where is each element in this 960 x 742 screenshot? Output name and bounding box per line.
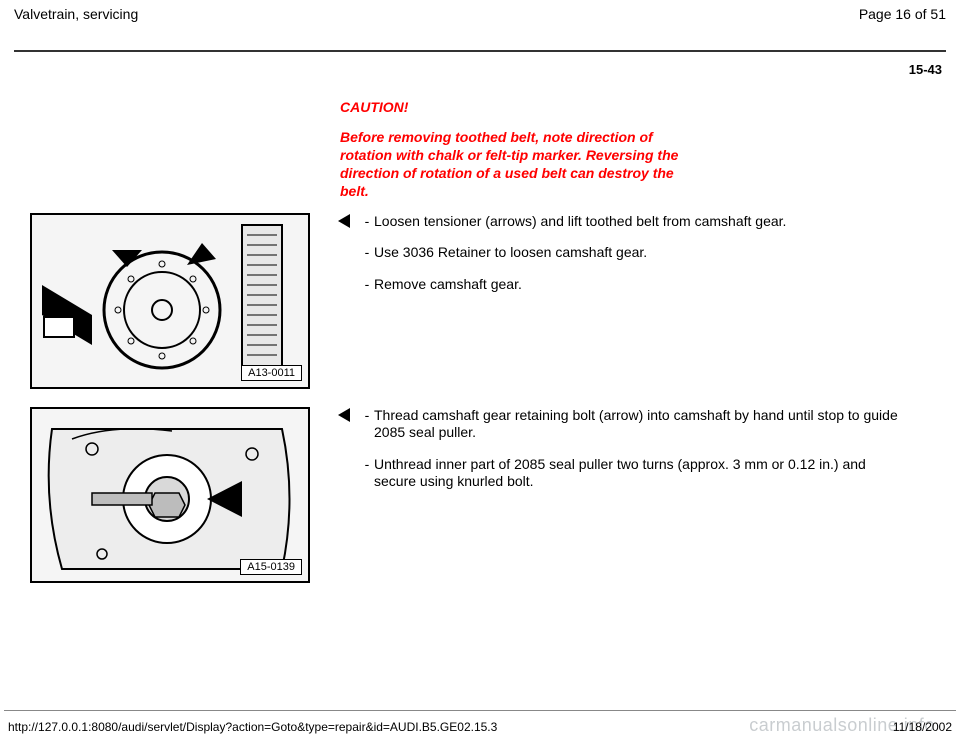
step-2-bullets: -Thread camshaft gear retaining bolt (ar… xyxy=(360,407,930,505)
figure-1: A13-0011 xyxy=(30,213,310,389)
bullet-text: Unthread inner part of 2085 seal puller … xyxy=(374,456,910,491)
list-item: -Use 3036 Retainer to loosen camshaft ge… xyxy=(360,244,910,262)
bullet-text: Use 3036 Retainer to loosen camshaft gea… xyxy=(374,244,910,262)
list-item: -Loosen tensioner (arrows) and lift toot… xyxy=(360,213,910,231)
pointer-icon xyxy=(338,214,350,228)
step-1-bullets: -Loosen tensioner (arrows) and lift toot… xyxy=(360,213,930,308)
bullet-text: Loosen tensioner (arrows) and lift tooth… xyxy=(374,213,910,231)
step-1-row: A13-0011 -Loosen tensioner (arrows) and … xyxy=(0,201,960,389)
doc-title: Valvetrain, servicing xyxy=(14,6,138,22)
footer-rule xyxy=(4,710,956,711)
figure-1-label: A13-0011 xyxy=(241,365,302,381)
page-number: 15-43 xyxy=(0,52,960,77)
list-item: -Remove camshaft gear. xyxy=(360,276,910,294)
figure-2-label: A15-0139 xyxy=(240,559,302,575)
caution-body: Before removing toothed belt, note direc… xyxy=(340,129,700,201)
figure-2: A15-0139 xyxy=(30,407,310,583)
caution-block: CAUTION! Before removing toothed belt, n… xyxy=(340,99,700,201)
pointer-icon xyxy=(338,408,350,422)
list-item: -Unthread inner part of 2085 seal puller… xyxy=(360,456,910,491)
bullet-text: Remove camshaft gear. xyxy=(374,276,910,294)
footer-url: http://127.0.0.1:8080/audi/servlet/Displ… xyxy=(8,720,497,734)
footer-date: 11/18/2002 xyxy=(893,720,952,734)
list-item: -Thread camshaft gear retaining bolt (ar… xyxy=(360,407,910,442)
bullet-text: Thread camshaft gear retaining bolt (arr… xyxy=(374,407,910,442)
caution-title: CAUTION! xyxy=(340,99,700,115)
footer: http://127.0.0.1:8080/audi/servlet/Displ… xyxy=(0,710,960,742)
page-info: Page 16 of 51 xyxy=(859,6,946,22)
step-2-row: A15-0139 -Thread camshaft gear retaining… xyxy=(0,389,960,583)
